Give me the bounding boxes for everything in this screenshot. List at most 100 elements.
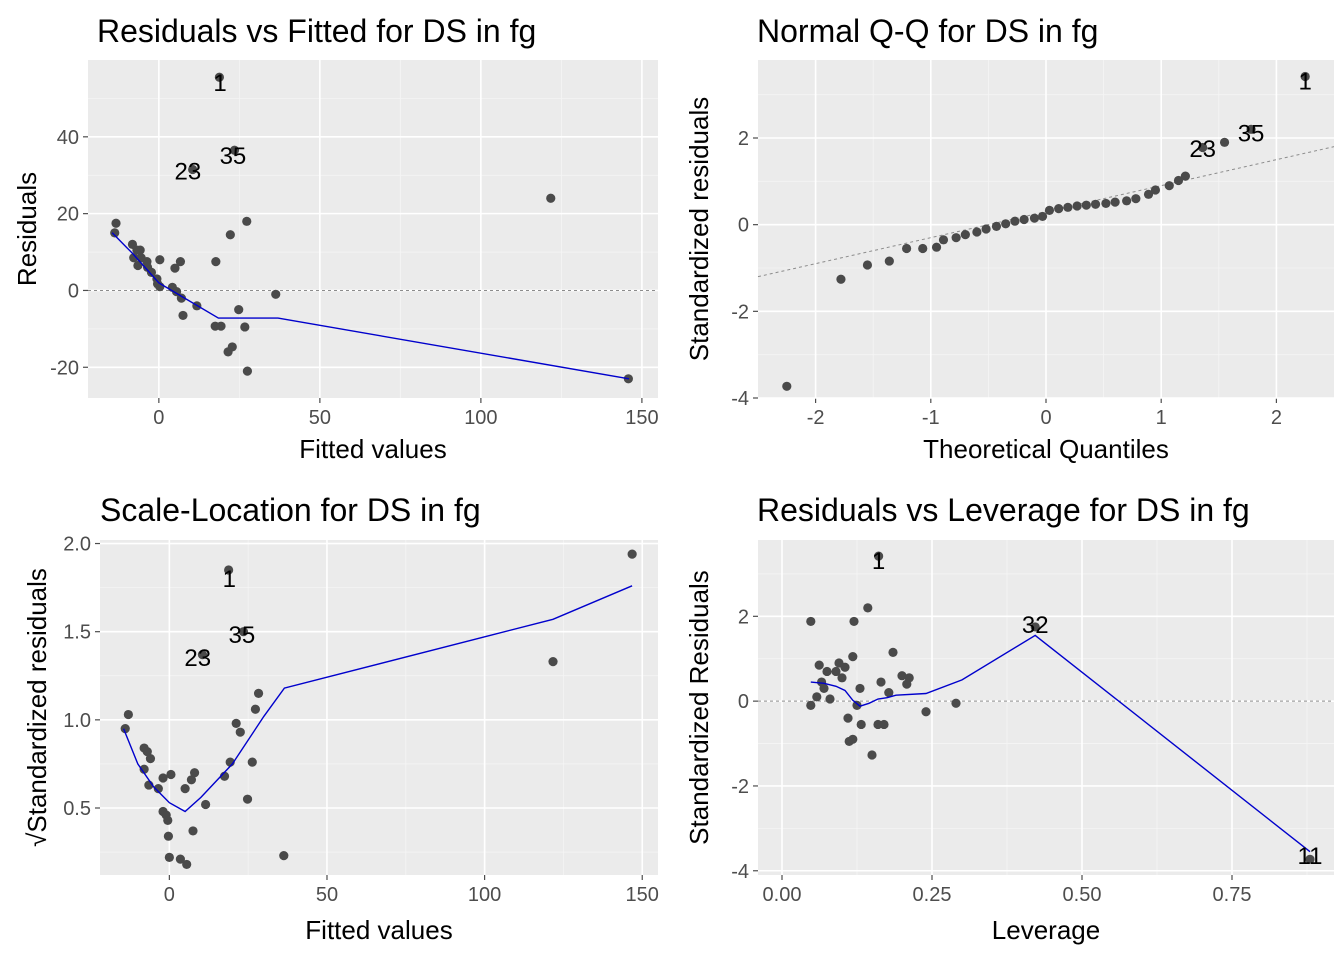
data-point: [972, 227, 982, 237]
data-point: [806, 700, 816, 710]
data-point: [231, 718, 241, 728]
x-tick-label: 0: [164, 884, 175, 906]
data-point: [836, 274, 846, 284]
data-point: [250, 704, 261, 714]
data-point: [163, 831, 174, 841]
data-point: [225, 230, 235, 240]
x-tick-label: -1: [922, 407, 940, 429]
data-point: [806, 616, 816, 627]
data-point: [1305, 854, 1315, 864]
data-point: [848, 734, 858, 744]
data-point: [888, 647, 898, 657]
data-point: [1180, 171, 1190, 181]
data-point: [825, 694, 835, 704]
data-point: [188, 826, 198, 836]
y-axis-title: Standardized Residuals: [684, 570, 714, 845]
data-point: [1044, 205, 1055, 215]
data-point: [843, 713, 853, 723]
data-point: [1122, 196, 1132, 206]
data-point: [235, 727, 245, 737]
data-point: [931, 242, 942, 252]
data-point: [1090, 199, 1101, 209]
data-point: [855, 683, 865, 694]
data-point: [548, 657, 558, 667]
data-point: [848, 652, 858, 662]
data-point: [546, 193, 556, 203]
x-axis-title: Leverage: [992, 915, 1100, 945]
chart-title: Residuals vs Fitted for DS in fg: [97, 13, 536, 49]
y-tick-label: 2: [738, 128, 749, 150]
x-tick-label: 0.00: [763, 884, 802, 906]
data-point: [1131, 194, 1141, 204]
data-point: [840, 662, 850, 672]
data-point: [1063, 202, 1073, 212]
x-tick-label: 0: [153, 407, 164, 429]
point-label: 35: [220, 143, 247, 170]
chart-title: Scale-Location for DS in fg: [100, 492, 481, 528]
data-point: [123, 709, 133, 720]
data-point: [135, 245, 145, 255]
data-point: [211, 257, 221, 267]
data-point: [240, 322, 250, 332]
x-tick-label: 0: [1040, 407, 1051, 429]
plot-background: [88, 60, 658, 398]
data-point: [1300, 71, 1310, 82]
data-point: [242, 216, 252, 226]
y-tick-label: 1.0: [63, 710, 91, 732]
y-tick-label: 2: [738, 606, 749, 628]
sqrt-symbol: √: [22, 832, 52, 847]
data-point: [158, 773, 168, 783]
data-layer: [110, 72, 633, 384]
data-point: [227, 342, 237, 352]
data-point: [139, 764, 149, 774]
data-point: [1101, 198, 1111, 209]
chart-title: Residuals vs Leverage for DS in fg: [757, 492, 1250, 528]
data-point: [1173, 175, 1184, 186]
smooth-line: [122, 585, 633, 813]
data-point: [902, 243, 912, 254]
x-tick-label: 50: [316, 884, 338, 906]
y-tick-label: 2.0: [63, 534, 91, 556]
data-point: [981, 224, 991, 234]
data-point: [1037, 211, 1048, 222]
data-point: [164, 852, 174, 862]
data-point: [874, 551, 884, 561]
x-tick-label: 2: [1271, 407, 1282, 429]
data-point: [876, 677, 886, 687]
data-point: [863, 603, 873, 613]
data-point: [921, 707, 931, 717]
y-axis-title-text: Standardized residuals: [684, 97, 714, 362]
data-point: [110, 228, 120, 238]
data-point: [1219, 137, 1230, 147]
y-tick-label: -2: [731, 301, 749, 323]
data-point: [627, 549, 637, 559]
data-point: [1019, 214, 1029, 225]
data-point: [182, 859, 192, 870]
chart-panel-3: 0 50 100 150 0.5 1.0 1.5 2.0 1 23 35 Scale-Location…: [22, 492, 659, 945]
data-layer: [806, 551, 1315, 864]
data-point: [189, 768, 200, 778]
data-point: [1081, 200, 1091, 210]
data-point: [1164, 181, 1174, 191]
data-point: [831, 666, 841, 677]
x-tick-label: 100: [468, 884, 501, 906]
data-point: [1001, 219, 1011, 229]
x-tick-label: 0.25: [913, 884, 952, 906]
y-tick-label: 0: [738, 691, 749, 713]
data-point: [822, 666, 832, 677]
y-tick-label: -4: [731, 388, 749, 410]
y-axis-title-text: Residuals: [12, 172, 42, 286]
data-point: [224, 565, 234, 575]
data-point: [951, 233, 961, 243]
data-point: [1150, 185, 1161, 195]
y-axis-title-text: Standardized residuals: [22, 568, 52, 833]
data-point: [145, 754, 156, 764]
x-axis-title: Fitted values: [305, 915, 452, 945]
data-point: [884, 256, 894, 266]
data-point: [133, 260, 143, 271]
data-point: [862, 260, 873, 270]
data-point: [129, 253, 139, 263]
x-tick-label: 100: [464, 407, 497, 429]
data-point: [960, 230, 970, 240]
